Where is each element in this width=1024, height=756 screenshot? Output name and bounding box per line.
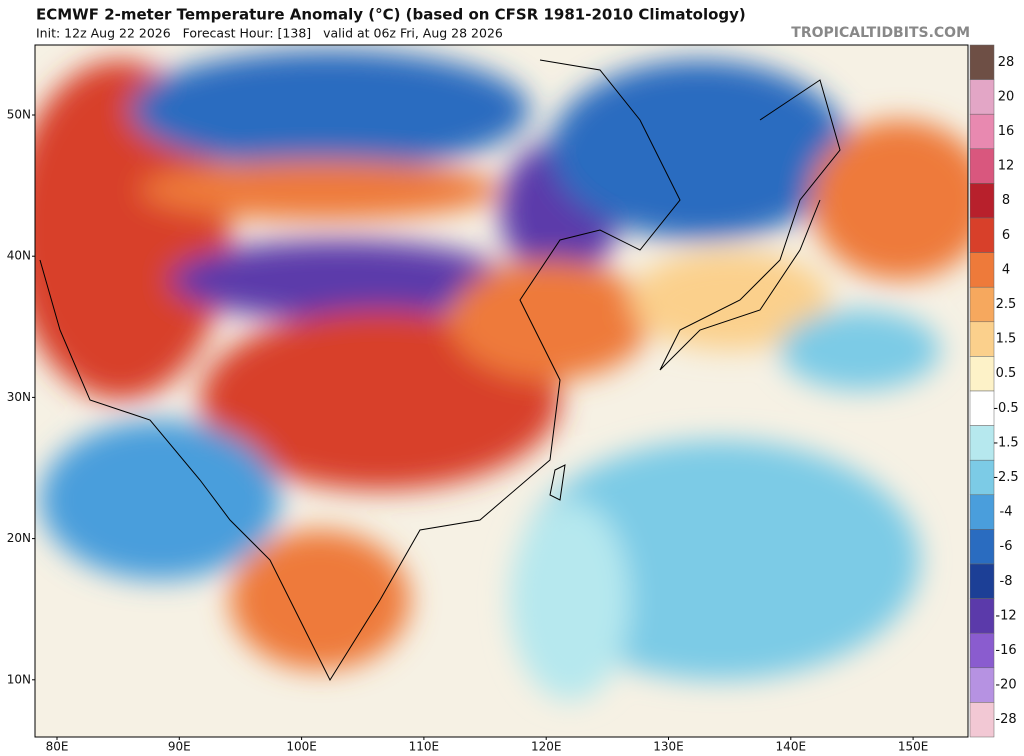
colorbar-swatch [969,286,995,323]
colorbar-swatch [969,425,995,461]
lon-label: 90E [168,740,191,754]
lon-label: 110E [409,740,440,754]
colorbar-label: -28 [995,712,1016,727]
colorbar: 28 20 16 12 8 6 4 2.5 1.5 0.5 -0.5 -1.5 -2.5 -4 -6 -8 -1… [969,44,1019,738]
lat-label: 20N [7,531,31,545]
colorbar-label: 8 [1002,193,1010,208]
lat-label: 10N [7,672,31,686]
lon-label: 100E [286,740,317,754]
title: ECMWF 2-meter Temperature Anomaly (°C) (… [36,6,746,24]
colorbar-label: 4 [1002,262,1010,277]
colorbar-label: 20 [998,89,1015,104]
map-field [35,45,968,737]
colorbar-swatch [969,702,995,738]
colorbar-label: 28 [998,55,1015,70]
colorbar-label: -2.5 [993,470,1018,485]
map-frame [34,44,969,738]
colorbar-swatch [969,113,995,150]
lon-labels: 80E 90E 100E 110E 120E 130E 140E 150E [46,737,929,754]
lon-label: 150E [898,740,929,754]
colorbar-swatch [969,563,995,599]
colorbar-swatch [969,632,995,669]
colorbar-label: -20 [995,678,1016,693]
lat-label: 50N [7,108,31,122]
lon-label: 130E [653,740,684,754]
colorbar-label: 12 [998,159,1015,174]
lat-label: 40N [7,249,31,263]
colorbar-label: 16 [998,124,1015,139]
source: TROPICALTIDBITS.COM [791,25,970,41]
colorbar-swatch [969,321,995,357]
colorbar-swatch [969,79,995,115]
colorbar-swatch [969,494,995,530]
colorbar-swatch [969,44,995,80]
lon-label: 140E [776,740,807,754]
colorbar-label: -6 [1000,539,1013,554]
colorbar-label: 2.5 [996,297,1017,312]
colorbar-label: -16 [995,643,1016,658]
lat-label: 30N [7,390,31,404]
colorbar-label: -12 [995,608,1016,623]
lat-labels: 50N 40N 30N 20N 10N [7,108,35,686]
colorbar-label: -1.5 [993,435,1018,450]
colorbar-swatch [969,390,995,426]
colorbar-label: 6 [1002,228,1010,243]
colorbar-swatch [969,356,995,392]
colorbar-swatch [969,183,995,219]
colorbar-swatch [969,667,995,703]
colorbar-label: -0.5 [993,401,1018,416]
colorbar-label: -8 [1000,574,1013,589]
colorbar-swatch [969,148,995,184]
colorbar-label: 1.5 [996,332,1017,347]
colorbar-swatch [969,459,995,496]
colorbar-swatch [969,598,995,634]
lon-label: 80E [46,740,69,754]
colorbar-swatch [969,217,995,253]
colorbar-label: 0.5 [996,366,1017,381]
colorbar-swatch [969,529,995,565]
subtitle: Init: 12z Aug 22 2026 Forecast Hour: [13… [36,26,503,41]
lon-label: 120E [531,740,562,754]
colorbar-swatch [969,252,995,288]
colorbar-label: -4 [1000,505,1013,520]
